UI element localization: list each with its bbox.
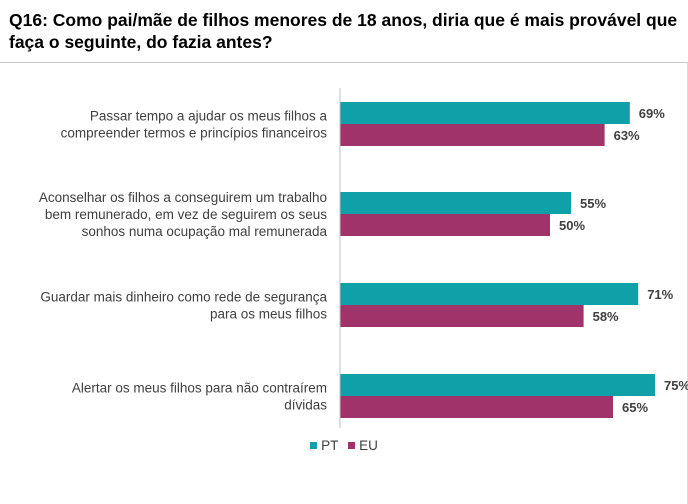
bar-pt bbox=[340, 102, 630, 124]
data-label-eu: 65% bbox=[622, 400, 648, 415]
legend-swatch-pt bbox=[310, 442, 318, 449]
legend-label-eu: EU bbox=[359, 438, 378, 453]
chart-title: Q16: Como pai/mãe de filhos menores de 1… bbox=[9, 10, 678, 52]
title-divider bbox=[0, 62, 688, 63]
category-label: compreender termos e princípios financei… bbox=[61, 126, 328, 141]
bar-pt bbox=[340, 192, 571, 214]
legend-swatch-eu bbox=[348, 442, 356, 449]
data-label-pt: 75% bbox=[664, 378, 688, 393]
legend-label-pt: PT bbox=[321, 438, 339, 453]
legend-item-eu: EU bbox=[348, 438, 378, 453]
bar-pt bbox=[340, 374, 655, 396]
category-label: Guardar mais dinheiro como rede de segur… bbox=[40, 290, 327, 305]
bar-eu bbox=[340, 305, 584, 327]
data-label-pt: 55% bbox=[580, 196, 606, 211]
bar-chart: Passar tempo a ajudar os meus filhos a co… bbox=[39, 88, 688, 428]
category-label: dívidas bbox=[284, 398, 327, 413]
data-label-eu: 58% bbox=[593, 309, 619, 324]
legend: PT EU bbox=[0, 437, 688, 453]
bar-eu bbox=[340, 214, 550, 236]
category-label: Aconselhar os filhos a conseguirem um tr… bbox=[39, 190, 327, 205]
bar-eu bbox=[340, 124, 605, 146]
category-label: Passar tempo a ajudar os meus filhos a bbox=[90, 109, 328, 124]
data-label-eu: 63% bbox=[614, 128, 640, 143]
category-label: Alertar os meus filhos para não contraír… bbox=[72, 381, 327, 396]
data-label-pt: 71% bbox=[647, 287, 673, 302]
legend-item-pt: PT bbox=[310, 438, 338, 453]
category-label: sonhos numa ocupação mal remunerada bbox=[82, 224, 328, 239]
bar-pt bbox=[340, 283, 639, 305]
category-label: bem remunerado, em vez de seguirem os se… bbox=[45, 207, 327, 222]
bar-eu bbox=[340, 396, 613, 418]
category-label: para os meus filhos bbox=[210, 307, 327, 322]
data-label-eu: 50% bbox=[559, 218, 585, 233]
data-label-pt: 69% bbox=[639, 106, 665, 121]
